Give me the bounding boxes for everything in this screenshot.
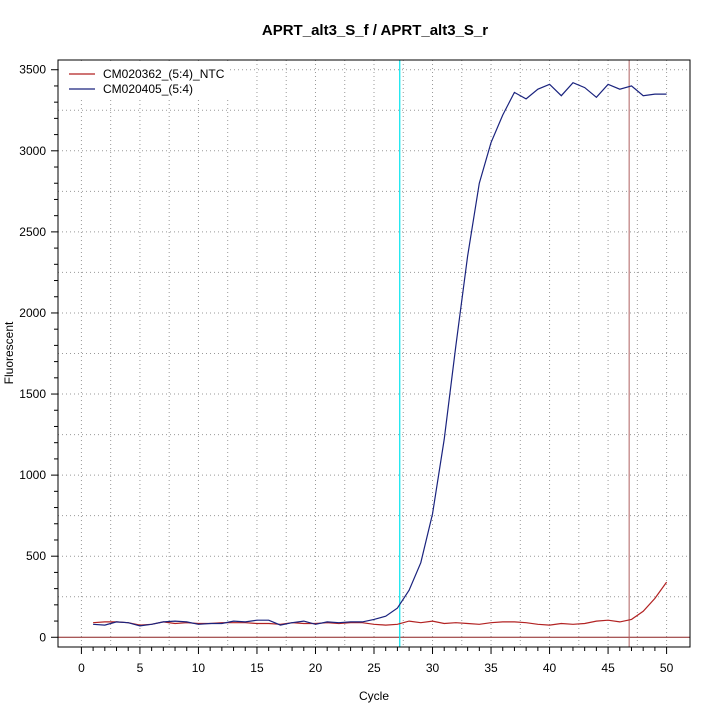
y-tick-label: 3500	[19, 63, 46, 77]
reference-lines	[58, 60, 690, 647]
y-tick-label: 3000	[19, 144, 46, 158]
y-tick-label: 500	[26, 549, 46, 563]
grid	[58, 60, 690, 647]
y-tick-label: 1500	[19, 387, 46, 401]
series-line-1	[93, 581, 668, 626]
x-tick-label: 10	[192, 661, 206, 675]
y-tick-label: 1000	[19, 468, 46, 482]
y-axis-label: Fluorescent	[2, 321, 16, 384]
legend-label: CM020362_(5:4)_NTC	[103, 67, 225, 81]
x-tick-label: 40	[543, 661, 557, 675]
y-tick-label: 2500	[19, 225, 46, 239]
series-line-2	[93, 81, 667, 627]
x-tick-label: 35	[484, 661, 498, 675]
x-tick-label: 5	[137, 661, 144, 675]
legend-box	[60, 62, 230, 98]
chart-title: APRT_alt3_S_f / APRT_alt3_S_r	[262, 22, 488, 39]
x-tick-label: 25	[367, 661, 381, 675]
legend-label: CM020405_(5:4)	[103, 82, 193, 96]
x-tick-label: 30	[426, 661, 440, 675]
x-tick-label: 0	[78, 661, 85, 675]
x-tick-label: 50	[660, 661, 674, 675]
x-tick-label: 15	[250, 661, 264, 675]
y-tick-label: 0	[39, 630, 46, 644]
x-tick-label: 20	[309, 661, 323, 675]
y-tick-label: 2000	[19, 306, 46, 320]
x-tick-label: 45	[601, 661, 615, 675]
y-axis: 0 500 1000 1500 2000 2500 3000 3500	[19, 63, 58, 644]
x-axis-label: Cycle	[359, 689, 389, 703]
series-layer	[93, 81, 668, 627]
x-axis: 0 5 10 15 20 25 30 35 40 45 50	[78, 647, 674, 675]
